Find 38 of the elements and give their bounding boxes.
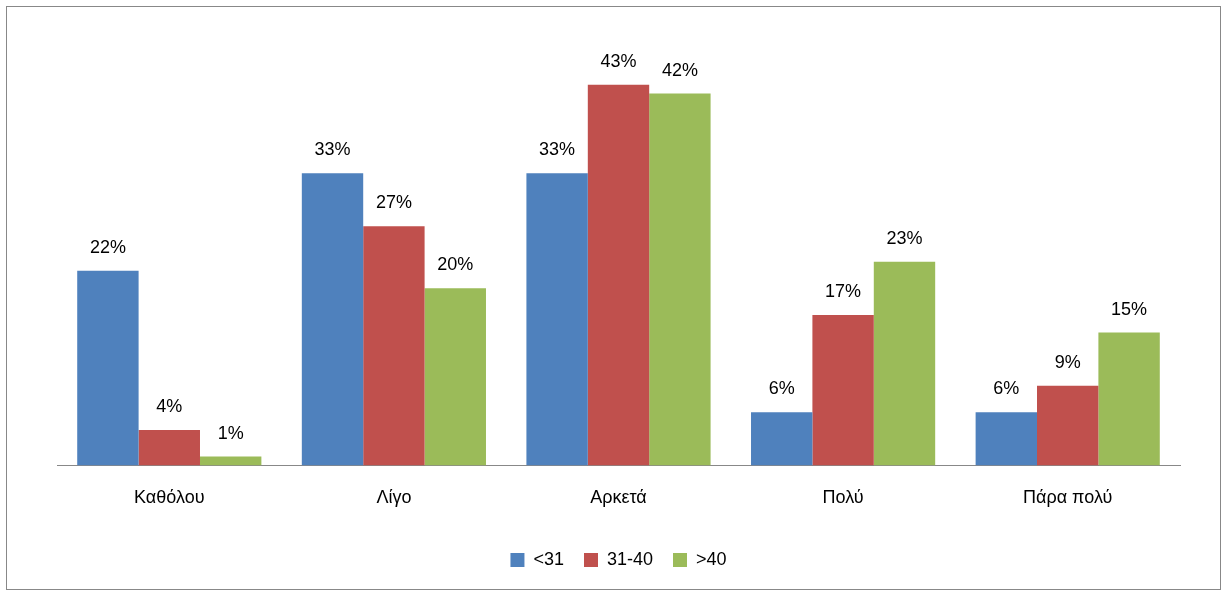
data-label: 43% bbox=[600, 50, 637, 71]
data-label: 6% bbox=[768, 378, 795, 399]
data-label: 33% bbox=[314, 139, 351, 160]
bar bbox=[424, 288, 486, 466]
x-tick-label: Πάρα πολύ bbox=[1023, 487, 1113, 508]
data-label: 1% bbox=[217, 422, 244, 443]
bar bbox=[873, 261, 936, 466]
data-label: 23% bbox=[886, 227, 923, 248]
data-label: 42% bbox=[661, 59, 698, 80]
data-label: 4% bbox=[156, 395, 183, 416]
bar bbox=[812, 314, 874, 466]
bar bbox=[526, 173, 588, 466]
bar bbox=[200, 456, 262, 466]
data-label: 15% bbox=[1111, 298, 1148, 319]
bar bbox=[301, 173, 364, 466]
bar bbox=[138, 429, 200, 466]
data-label: 6% bbox=[993, 378, 1020, 399]
x-tick-label: Πολύ bbox=[822, 487, 864, 508]
bar bbox=[649, 93, 711, 466]
data-label: 9% bbox=[1054, 351, 1081, 372]
x-tick-label: Λίγο bbox=[376, 487, 412, 508]
data-label: 22% bbox=[89, 236, 126, 257]
x-tick-label: Καθόλου bbox=[134, 487, 205, 508]
bar bbox=[77, 270, 139, 466]
bar bbox=[751, 412, 813, 466]
bar bbox=[1037, 385, 1099, 466]
bar bbox=[587, 84, 650, 466]
x-tick-label: Αρκετά bbox=[590, 487, 647, 508]
bar bbox=[363, 226, 425, 466]
legend-label: <31 bbox=[533, 548, 564, 569]
data-label: 17% bbox=[825, 280, 862, 301]
legend-label: >40 bbox=[696, 548, 727, 569]
data-label: 20% bbox=[437, 254, 474, 275]
data-label: 27% bbox=[375, 192, 412, 213]
data-label: 33% bbox=[539, 139, 576, 160]
bar bbox=[975, 412, 1038, 466]
legend-label: 31-40 bbox=[606, 548, 654, 569]
bar bbox=[1098, 332, 1160, 466]
